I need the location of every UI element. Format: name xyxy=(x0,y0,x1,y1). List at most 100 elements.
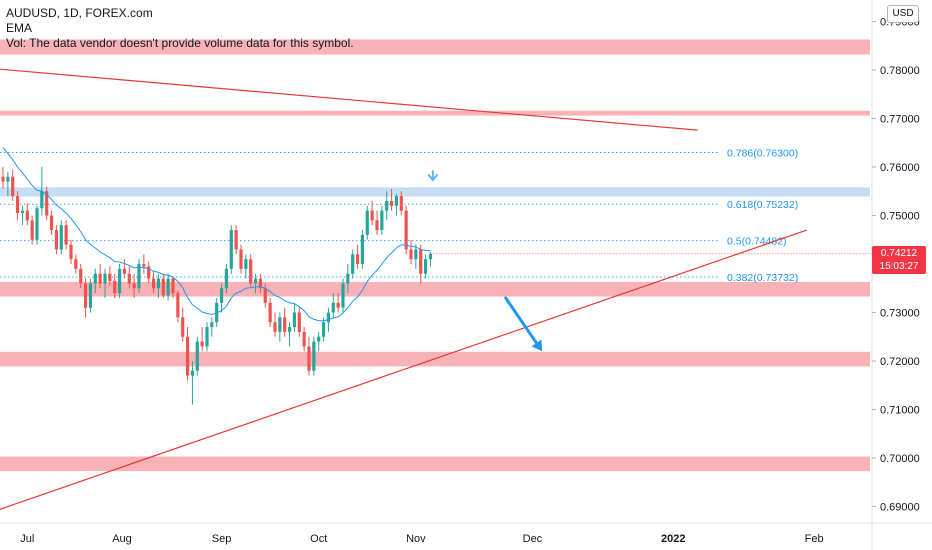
candle-body-86 xyxy=(419,249,423,274)
fib-label-2: 0.5(0.74482) xyxy=(727,236,787,248)
candle-body-22 xyxy=(108,273,112,281)
candle-body-20 xyxy=(98,273,102,284)
annotations xyxy=(427,170,543,352)
candle-body-55 xyxy=(268,302,272,323)
candle-body-53 xyxy=(258,278,263,289)
candle-body-61 xyxy=(297,312,301,332)
candle-body-35 xyxy=(171,278,175,294)
zone-1 xyxy=(0,110,870,116)
candle-body-6 xyxy=(30,220,34,240)
y-tick-label-8: 0.70000 xyxy=(880,453,920,465)
candles xyxy=(1,167,433,405)
candle-body-57 xyxy=(278,317,282,332)
candle-body-5 xyxy=(25,210,29,221)
x-tick-label-2: Sep xyxy=(212,533,232,545)
candle-body-60 xyxy=(292,312,297,328)
candle-body-10 xyxy=(49,215,54,231)
candle-body-33 xyxy=(161,278,165,296)
candle-body-2 xyxy=(11,176,15,197)
candle-body-24 xyxy=(117,268,122,294)
candle-body-11 xyxy=(54,230,59,250)
candle-body-34 xyxy=(166,278,170,296)
candle-body-68 xyxy=(331,302,335,313)
candle-body-52 xyxy=(253,278,258,284)
candle-body-59 xyxy=(287,327,292,332)
trendline-0 xyxy=(0,68,698,131)
candle-body-88 xyxy=(428,253,433,260)
candle-body-69 xyxy=(336,302,340,308)
x-tick-label-5: Dec xyxy=(523,533,543,545)
candle-body-9 xyxy=(45,191,49,216)
candle-body-39 xyxy=(190,370,195,376)
candle-body-27 xyxy=(132,283,136,289)
candle-body-1 xyxy=(6,176,10,182)
zone-5 xyxy=(0,456,870,472)
zones xyxy=(0,39,870,472)
symbol-title[interactable]: AUDUSD, 1D, FOREX.com xyxy=(6,6,153,20)
candle-body-7 xyxy=(35,208,39,240)
x-tick-label-6: 2022 xyxy=(661,533,685,545)
y-tick-label-2: 0.77000 xyxy=(880,114,920,126)
candle-body-17 xyxy=(83,283,88,308)
fibonacci-levels: 0.786(0.76300) 0.618(0.75232) 0.5(0.74482)… xyxy=(0,147,798,284)
candle-body-40 xyxy=(195,341,199,371)
candle-body-14 xyxy=(69,244,73,260)
last-price-value: 0.74212 xyxy=(880,248,918,259)
candle-body-56 xyxy=(273,322,277,332)
candle-body-13 xyxy=(64,225,68,245)
candle-body-84 xyxy=(409,249,413,260)
arrow-down-large-head-1 xyxy=(531,339,543,352)
candle-body-25 xyxy=(122,268,127,274)
candle-body-43 xyxy=(210,322,214,328)
candle-body-72 xyxy=(351,254,355,274)
zone-3 xyxy=(0,281,870,297)
candle-body-80 xyxy=(389,200,394,206)
zone-0 xyxy=(0,39,870,55)
candle-body-23 xyxy=(113,280,117,294)
candle-body-71 xyxy=(346,273,350,284)
arrow-down-large-1 xyxy=(504,296,538,345)
candle-body-49 xyxy=(239,249,243,269)
currency-button[interactable]: USD xyxy=(887,5,919,23)
candle-body-83 xyxy=(404,210,408,250)
zone-2 xyxy=(0,187,870,197)
candle-body-8 xyxy=(40,191,44,209)
candle-body-87 xyxy=(423,259,428,274)
volume-note: Vol: The data vendor doesn't provide vol… xyxy=(6,36,354,50)
candle-body-75 xyxy=(365,210,369,235)
trendlines xyxy=(0,68,808,510)
candle-body-15 xyxy=(74,259,78,269)
y-tick-label-3: 0.76000 xyxy=(880,162,920,174)
y-tick-label-4: 0.75000 xyxy=(880,211,920,223)
trendline-1 xyxy=(0,229,808,510)
candle-body-38 xyxy=(185,336,190,376)
candle-body-37 xyxy=(181,317,185,337)
candle-body-78 xyxy=(380,210,384,231)
y-tick-label-5: 0.73000 xyxy=(880,308,920,320)
candle-body-76 xyxy=(370,210,374,221)
candle-body-70 xyxy=(341,283,345,308)
candle-body-82 xyxy=(399,196,403,211)
x-tick-label-7: Feb xyxy=(805,533,824,545)
candle-body-50 xyxy=(244,259,248,269)
candle-body-85 xyxy=(414,249,418,260)
candle-body-21 xyxy=(103,273,107,284)
candle-body-18 xyxy=(88,283,93,308)
candle-body-45 xyxy=(219,288,224,303)
candle-body-26 xyxy=(127,273,131,284)
x-tick-label-3: Oct xyxy=(310,533,327,545)
candle-body-77 xyxy=(375,220,379,231)
ema-label[interactable]: EMA xyxy=(6,21,33,35)
bar-countdown: 15:03:27 xyxy=(879,261,919,272)
candle-body-81 xyxy=(394,196,399,206)
last-price-tag: 0.74212 15:03:27 xyxy=(872,246,926,274)
candle-body-66 xyxy=(321,322,326,337)
candle-body-65 xyxy=(317,336,321,342)
candle-body-32 xyxy=(156,278,161,289)
y-tick-label-7: 0.71000 xyxy=(880,405,920,417)
candle-body-29 xyxy=(142,264,146,267)
x-tick-label-0: Jul xyxy=(20,533,34,545)
candle-body-16 xyxy=(79,268,83,284)
